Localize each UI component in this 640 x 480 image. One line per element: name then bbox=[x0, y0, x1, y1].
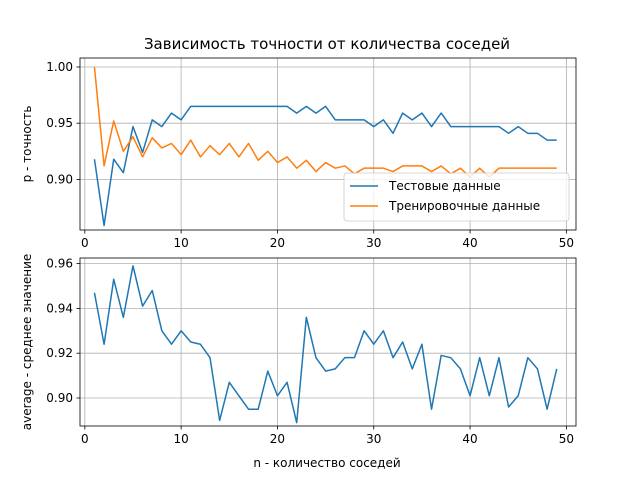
accuracy-subplot: 0 10 20 30 40 50 0.90 0.95 1.00 p - точность Тес… bbox=[20, 57, 577, 250]
average-x-tick-label: 10 bbox=[173, 432, 188, 446]
accuracy-y-tick-label: 0.90 bbox=[46, 172, 73, 186]
accuracy-x-tick-label: 10 bbox=[173, 236, 188, 250]
accuracy-x-tick-label: 20 bbox=[270, 236, 285, 250]
legend-label-test: Тестовые данные bbox=[388, 179, 501, 193]
average-x-tick-label: 30 bbox=[366, 432, 381, 446]
accuracy-grid bbox=[80, 58, 576, 230]
accuracy-y-axis-label: p - точность bbox=[20, 106, 34, 183]
legend-box bbox=[343, 172, 570, 222]
average-y-axis-label: average - среднее значение bbox=[20, 254, 34, 430]
accuracy-x-tick-label: 0 bbox=[81, 236, 89, 250]
average-x-tick-label: 20 bbox=[270, 432, 285, 446]
average-subplot: 0 10 20 30 40 50 0.90 0.92 0.94 0.96 average - ср… bbox=[20, 254, 577, 470]
accuracy-x-tick-label: 30 bbox=[366, 236, 381, 250]
figure-title: Зависимость точности от количества сосед… bbox=[144, 35, 510, 53]
average-series-line-0 bbox=[93, 265, 558, 424]
accuracy-ticks: 0 10 20 30 40 50 0.90 0.95 1.00 bbox=[46, 60, 574, 250]
average-y-tick-label: 0.90 bbox=[46, 391, 73, 405]
accuracy-series-line-1 bbox=[93, 66, 557, 178]
accuracy-x-tick-label: 40 bbox=[462, 236, 477, 250]
accuracy-x-tick-label: 50 bbox=[559, 236, 574, 250]
average-lines bbox=[93, 265, 558, 424]
average-y-tick-label: 0.96 bbox=[46, 257, 73, 271]
accuracy-lines bbox=[93, 66, 557, 227]
average-axes-frame bbox=[79, 257, 577, 427]
average-y-tick-label: 0.94 bbox=[46, 301, 73, 315]
x-axis-label: n - количество соседей bbox=[253, 456, 400, 470]
average-x-tick-label: 0 bbox=[81, 432, 89, 446]
accuracy-axes-frame bbox=[79, 57, 577, 231]
average-x-tick-label: 40 bbox=[462, 432, 477, 446]
accuracy-y-tick-label: 0.95 bbox=[46, 116, 73, 130]
legend: Тестовые данные Тренировочные данные bbox=[343, 172, 570, 222]
average-grid bbox=[80, 258, 576, 426]
accuracy-y-tick-label: 1.00 bbox=[46, 60, 73, 74]
average-y-tick-label: 0.92 bbox=[46, 346, 73, 360]
average-ticks: 0 10 20 30 40 50 0.90 0.92 0.94 0.96 bbox=[46, 257, 574, 446]
accuracy-series-line-0 bbox=[93, 105, 557, 227]
legend-label-train: Тренировочные данные bbox=[388, 199, 540, 213]
average-x-tick-label: 50 bbox=[559, 432, 574, 446]
